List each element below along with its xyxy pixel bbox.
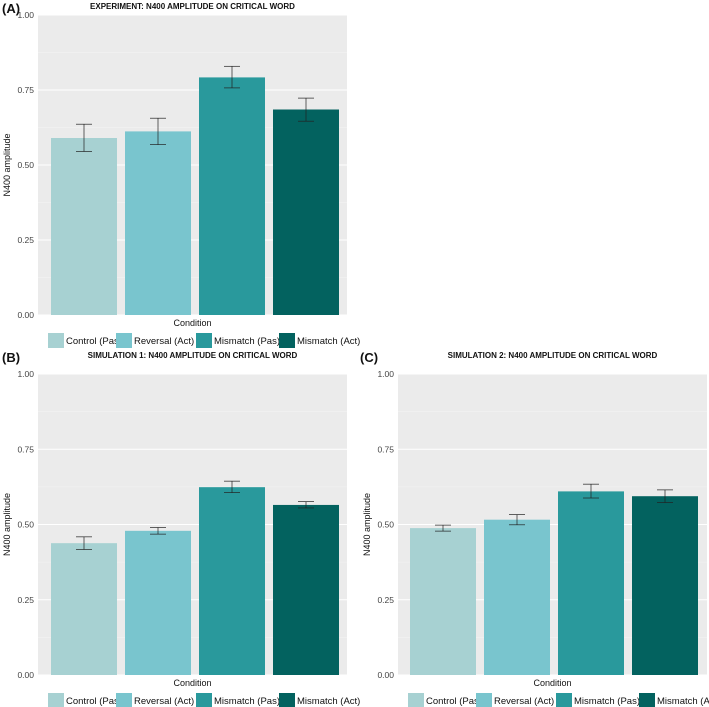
y-tick-label: 1.00 bbox=[17, 10, 34, 20]
legend-swatch bbox=[279, 693, 295, 707]
x-axis-label: Condition bbox=[533, 678, 571, 688]
legend-swatch bbox=[48, 333, 64, 348]
x-axis-label: Condition bbox=[173, 678, 211, 688]
bar bbox=[484, 519, 550, 675]
chart-panel-3: (C) SIMULATION 2: N400 AMPLITUDE ON CRITI… bbox=[360, 350, 709, 707]
y-tick-label: 0.00 bbox=[17, 670, 34, 680]
legend-label: Control (Pas) bbox=[66, 696, 122, 707]
y-tick-label: 0.25 bbox=[17, 595, 34, 605]
legend-swatch bbox=[48, 693, 64, 707]
y-axis-label: N400 amplitude bbox=[2, 493, 12, 556]
legend-label: Control (Pas) bbox=[426, 696, 482, 707]
bar bbox=[51, 543, 117, 675]
y-tick-label: 0.25 bbox=[17, 235, 34, 245]
y-tick-label: 0.50 bbox=[17, 160, 34, 170]
bar bbox=[51, 138, 117, 315]
bar bbox=[632, 496, 698, 675]
y-axis-label: N400 amplitude bbox=[2, 133, 12, 196]
y-tick-label: 0.75 bbox=[377, 444, 394, 454]
bar bbox=[199, 487, 265, 675]
y-tick-label: 0.75 bbox=[17, 85, 34, 95]
legend-swatch bbox=[408, 693, 424, 707]
legend-swatch bbox=[116, 693, 132, 707]
legend-label: Mismatch (Pas) bbox=[214, 336, 280, 347]
legend-label: Control (Pas) bbox=[66, 336, 122, 347]
legend-label: Reversal (Act) bbox=[134, 336, 194, 347]
y-tick-label: 0.50 bbox=[17, 520, 34, 530]
bar bbox=[410, 528, 476, 675]
chart-panel-2: (B) SIMULATION 1: N400 AMPLITUDE ON CRITI… bbox=[2, 350, 360, 707]
y-tick-label: 0.25 bbox=[377, 595, 394, 605]
legend-label: Mismatch (Act) bbox=[297, 336, 360, 347]
panel-letter: (C) bbox=[360, 350, 378, 365]
legend-swatch bbox=[196, 333, 212, 348]
legend-label: Mismatch (Act) bbox=[297, 696, 360, 707]
legend-label: Mismatch (Pas) bbox=[214, 696, 280, 707]
bar bbox=[125, 131, 191, 315]
legend-label: Mismatch (Act) bbox=[657, 696, 709, 707]
y-axis-label: N400 amplitude bbox=[362, 493, 372, 556]
y-tick-label: 0.50 bbox=[377, 520, 394, 530]
bar bbox=[273, 109, 339, 315]
legend-swatch bbox=[639, 693, 655, 707]
y-tick-label: 0.00 bbox=[17, 310, 34, 320]
legend-label: Reversal (Act) bbox=[134, 696, 194, 707]
legend-label: Mismatch (Pas) bbox=[574, 696, 640, 707]
y-tick-label: 0.00 bbox=[377, 670, 394, 680]
y-tick-label: 1.00 bbox=[17, 369, 34, 379]
legend-label: Reversal (Act) bbox=[494, 696, 554, 707]
panel-letter: (B) bbox=[2, 350, 20, 365]
bar bbox=[199, 77, 265, 316]
y-tick-label: 1.00 bbox=[377, 369, 394, 379]
legend-swatch bbox=[279, 333, 295, 348]
y-tick-label: 0.75 bbox=[17, 444, 34, 454]
panel-letter: (A) bbox=[2, 1, 20, 16]
chart-title: EXPERIMENT: N400 AMPLITUDE ON CRITICAL W… bbox=[90, 2, 295, 11]
chart-panel-1: (A) EXPERIMENT: N400 AMPLITUDE ON CRITICA… bbox=[2, 1, 360, 348]
bar bbox=[273, 504, 339, 675]
legend-swatch bbox=[116, 333, 132, 348]
legend-swatch bbox=[556, 693, 572, 707]
chart-title: SIMULATION 1: N400 AMPLITUDE ON CRITICAL… bbox=[88, 351, 298, 360]
legend-swatch bbox=[196, 693, 212, 707]
bar bbox=[558, 491, 624, 675]
bar bbox=[125, 530, 191, 675]
x-axis-label: Condition bbox=[173, 318, 211, 328]
chart-title: SIMULATION 2: N400 AMPLITUDE ON CRITICAL… bbox=[448, 351, 658, 360]
legend-swatch bbox=[476, 693, 492, 707]
